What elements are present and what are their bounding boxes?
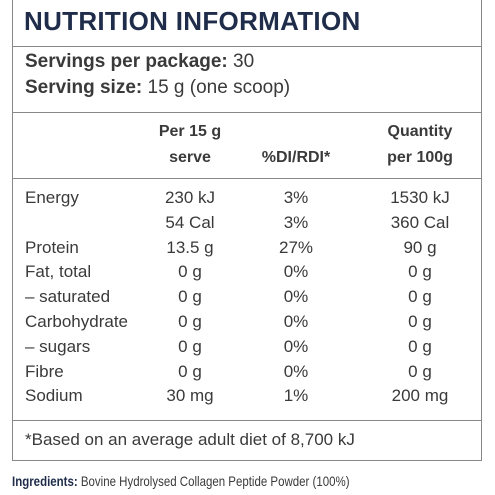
title: NUTRITION INFORMATION — [24, 6, 361, 36]
column-header: %DI/RDI* — [261, 149, 331, 166]
cell-value: 0 g — [408, 336, 432, 356]
column-header: per 100g — [387, 149, 453, 166]
row-label: Sodium — [25, 386, 83, 406]
row-label: Carbohydrate — [25, 312, 129, 331]
cell-value: 360 Cal — [390, 212, 450, 232]
cell-value: 0 g — [408, 361, 432, 381]
ingredients: Ingredients: Bovine Hydrolysed Collagen … — [12, 473, 350, 489]
cell-value: 0 g — [178, 312, 202, 331]
cell-value: 1530 kJ — [390, 188, 450, 207]
cell-value: 0 g — [178, 262, 202, 282]
ingredients-text: Bovine Hydrolysed Collagen Peptide Powde… — [80, 473, 350, 489]
column-header: Quantity — [387, 123, 453, 140]
cell-value: 0 g — [408, 262, 432, 282]
divider — [12, 112, 482, 113]
label-box — [12, 0, 482, 461]
cell-value: 0% — [283, 312, 309, 331]
row-label: – saturated — [25, 287, 111, 307]
cell-value: 0% — [283, 361, 309, 381]
cell-value: 230 kJ — [164, 188, 216, 207]
cell-value: 90 g — [403, 237, 437, 257]
serving-size-value: 15 g (one scoop) — [147, 77, 291, 98]
cell-value: 30 mg — [166, 386, 214, 406]
cell-value: 0 g — [408, 312, 432, 331]
cell-value: 0 g — [408, 287, 432, 307]
cell-value: 200 mg — [391, 386, 449, 406]
cell-value: 0% — [283, 336, 309, 356]
ingredients-label: Ingredients: — [12, 473, 78, 489]
column-header: serve — [169, 149, 211, 166]
divider — [12, 46, 482, 47]
cell-value: 0% — [283, 287, 309, 307]
serving-size-line: Serving size: 15 g (one scoop) — [25, 77, 290, 99]
row-label: Fibre — [25, 361, 64, 381]
footnote: *Based on an average adult diet of 8,700… — [25, 430, 355, 449]
cell-value: 27% — [278, 237, 314, 257]
row-label: Protein — [25, 237, 79, 257]
row-label: Energy — [25, 188, 79, 207]
divider — [12, 420, 482, 421]
cell-value: 3% — [283, 212, 309, 232]
servings-line: Servings per package: 30 — [25, 51, 254, 73]
servings-value: 30 — [233, 51, 255, 72]
cell-value: 0 g — [178, 361, 202, 381]
servings-label: Servings per package: — [25, 51, 228, 72]
divider — [12, 178, 482, 179]
serving-size-label: Serving size: — [25, 77, 143, 98]
cell-value: 0 g — [178, 336, 202, 356]
cell-value: 3% — [283, 188, 309, 207]
cell-value: 54 Cal — [165, 212, 215, 232]
row-label: Fat, total — [25, 262, 92, 282]
cell-value: 13.5 g — [166, 237, 214, 257]
row-label: – sugars — [25, 336, 91, 356]
cell-value: 0 g — [178, 287, 202, 307]
cell-value: 0% — [283, 262, 309, 282]
column-header: Per 15 g — [158, 123, 222, 140]
cell-value: 1% — [283, 386, 309, 406]
